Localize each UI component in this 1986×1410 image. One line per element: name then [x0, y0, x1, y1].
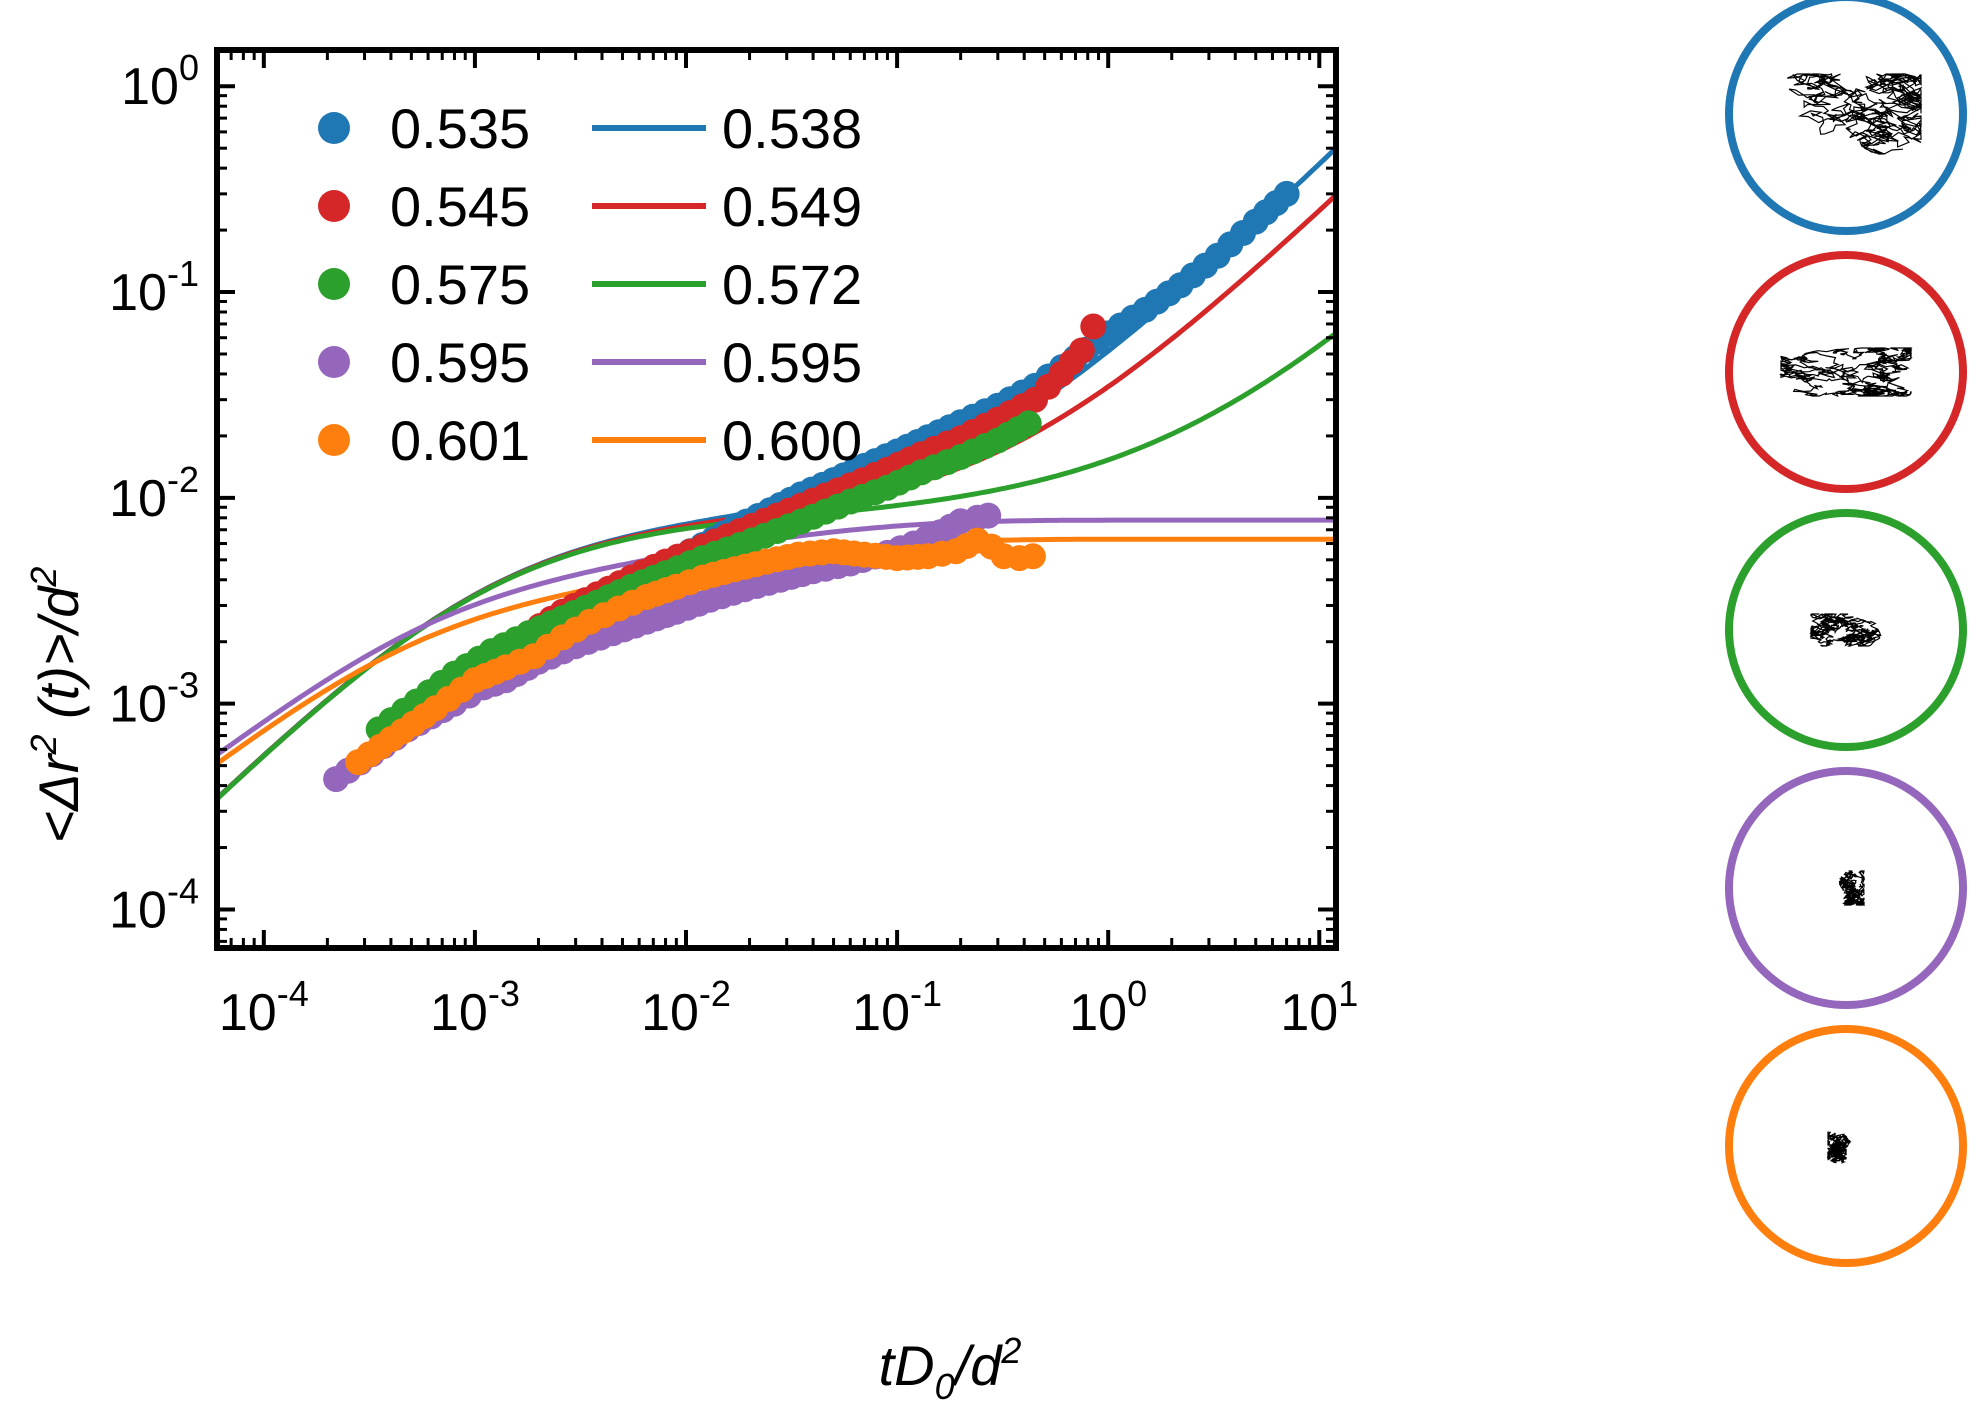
legend-marker-label: 0.595: [390, 331, 530, 394]
legend-marker: [318, 268, 350, 300]
legend-line-label: 0.572: [722, 253, 862, 316]
trajectory-path: [1809, 613, 1882, 647]
trajectory-inset: [1725, 0, 1967, 235]
legend-line-label: 0.595: [722, 331, 862, 394]
legend: 0.535 0.538 0.545 0.549 0.575 0.572 0.595 0.595…: [318, 97, 862, 472]
legend-marker: [318, 346, 350, 378]
legend-marker-label: 0.601: [390, 409, 530, 472]
trajectory-inset: [1725, 1025, 1967, 1267]
line-series-0-538: [217, 146, 1336, 801]
x-tick-label: 100: [1069, 973, 1147, 1042]
trajectory-path: [1826, 1131, 1852, 1164]
legend-line-label: 0.549: [722, 175, 862, 238]
legend-line-label: 0.538: [722, 97, 862, 160]
data-point: [1080, 313, 1107, 340]
x-tick-label: 10-3: [430, 973, 520, 1042]
data-point: [1019, 543, 1046, 570]
x-tick-label: 101: [1280, 973, 1358, 1042]
data-point: [975, 502, 1002, 529]
trajectory-path: [1786, 73, 1923, 155]
trajectory-inset: [1725, 251, 1967, 493]
x-tick-label: 10-4: [219, 973, 309, 1042]
inset-circle: [1725, 509, 1967, 751]
y-tick-label: 10-1: [109, 253, 199, 322]
legend-marker: [318, 112, 350, 144]
x-tick-label: 10-1: [852, 973, 942, 1042]
y-axis-title: <Δr2 (t)>/d2: [23, 567, 90, 844]
data-point: [1015, 410, 1042, 437]
y-tick-label: 10-4: [109, 870, 199, 939]
axes-layer: 10-4 10-3 10-2 10-1 100 101 10-4 10-3 10-2 10-1 10…: [109, 47, 1358, 1042]
legend-marker-label: 0.535: [390, 97, 530, 160]
y-tick-label: 10-2: [109, 459, 199, 528]
legend-marker: [318, 424, 350, 456]
marker-series-0-601: [345, 527, 1046, 776]
y-tick-label: 100: [121, 47, 199, 116]
trajectory-path: [1778, 347, 1913, 398]
trajectory-inset: [1725, 509, 1967, 751]
y-tick-label: 10-3: [109, 665, 199, 734]
trajectory-inset: [1725, 767, 1967, 1009]
series-layer: [217, 146, 1336, 801]
legend-marker: [318, 190, 350, 222]
x-tick-label: 10-2: [641, 973, 731, 1042]
legend-line-label: 0.600: [722, 409, 862, 472]
trajectory-insets: [1725, 0, 1967, 1267]
legend-marker-label: 0.575: [390, 253, 530, 316]
data-point: [1273, 180, 1300, 207]
trajectory-path: [1838, 870, 1866, 907]
x-axis-title: tD0/d2: [879, 1330, 1022, 1407]
data-point: [1068, 337, 1095, 364]
legend-marker-label: 0.545: [390, 175, 530, 238]
